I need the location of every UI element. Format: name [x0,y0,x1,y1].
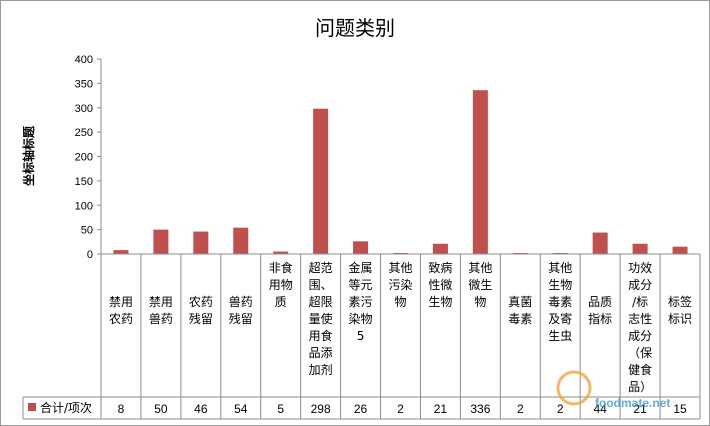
watermark-text: foodmate.net [595,396,670,410]
y-tick-label: 250 [75,127,93,139]
bar [472,90,488,254]
x-category-label: 致病性微生物致病性微生物 [428,260,452,309]
x-category-label: 真菌毒素真菌毒素 [508,295,532,326]
bar [233,227,249,254]
x-category-label: 禁用农药禁用农药 [109,295,133,326]
y-tick-label: 400 [75,54,93,66]
x-category-label: 非食用物质非食用物质 [269,260,293,309]
data-label: 2 [397,402,404,416]
y-axis-title: 坐标轴标题 [21,125,36,186]
x-category-label: 其他生物毒素及寄生虫其他生物毒素及寄生虫 [548,261,572,343]
data-label: 8 [118,402,125,416]
data-label: 2 [517,402,524,416]
y-tick-label: 150 [75,176,93,188]
data-label: 44 [593,402,607,416]
x-category-label: 兽药残留兽药残留 [229,295,253,326]
y-tick-label: 200 [75,152,93,164]
bar [672,246,688,254]
x-category-label: 标签标识标签标识 [668,294,692,326]
y-tick-label: 0 [87,249,93,261]
data-label: 336 [470,402,490,416]
data-label: 26 [354,402,368,416]
bar [113,250,129,254]
watermark-logo-icon [556,370,592,406]
data-label: 5 [277,402,284,416]
chart-title: 问题类别 [315,16,395,40]
bar [153,229,169,254]
y-tick-label: 100 [75,200,93,212]
x-category-label: 超范围、超限量使用食品添加剂超范围、超限量使用食品添加剂 [309,260,333,377]
data-table: 禁用农药禁用农药禁用兽药禁用兽药农药残留农药残留兽药残留兽药残留非食用物质非食用… [22,253,701,420]
x-category-label: 金属等元素污染物 5金属等元素污染物5 [349,260,373,343]
x-category-label: 农药残留农药残留 [189,295,213,326]
data-label: 298 [311,402,331,416]
legend-label: 合计/项次 [40,400,92,415]
y-tick-label: 50 [81,225,93,237]
watermark: foodmate.net [556,370,670,410]
axes: 0 50 100 150 200 250 300 350 400 [75,54,102,261]
bar [313,108,329,254]
bar [353,241,369,254]
legend-swatch [28,403,36,411]
data-label: 21 [434,402,448,416]
data-label: 15 [673,402,687,416]
bars [113,90,688,254]
x-category-label: 禁用兽药禁用兽药 [149,295,173,326]
bar [632,243,648,254]
bar [432,243,448,254]
bar [592,232,608,254]
x-category-label: 其他污染物其他污染物 [388,261,412,309]
data-label: 54 [234,402,248,416]
y-tick-label: 350 [75,78,93,90]
y-tick-label: 300 [75,103,93,115]
x-category-label: 品质指标品质指标 [588,295,612,326]
bar [273,251,289,254]
x-category-label: 功效成分/标志性成分（保健食品）功效成分/标志性成分（保健食品） [628,260,652,394]
data-label: 50 [154,402,168,416]
bar [193,231,209,254]
data-label: 21 [633,402,647,416]
data-label: 2 [557,402,564,416]
x-category-label: 其他微生物其他微生物 [468,261,492,309]
data-label: 46 [194,402,208,416]
